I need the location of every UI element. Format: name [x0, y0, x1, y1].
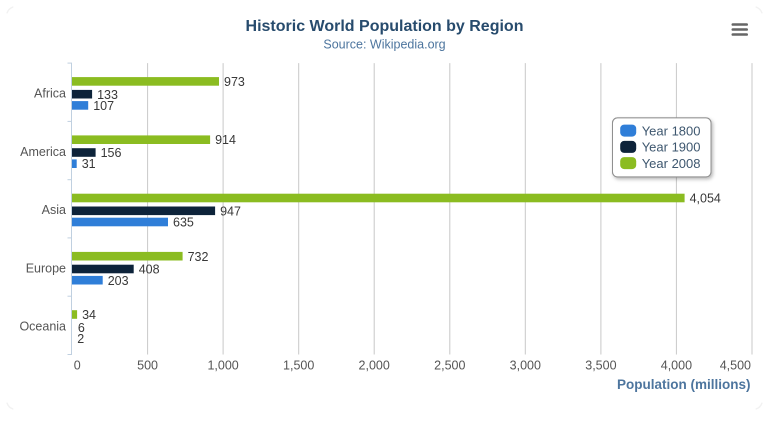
- svg-text:500: 500: [137, 359, 158, 373]
- svg-text:3,000: 3,000: [510, 359, 541, 373]
- svg-text:Europe: Europe: [26, 261, 66, 275]
- svg-text:34: 34: [82, 308, 96, 322]
- svg-text:408: 408: [139, 263, 160, 277]
- svg-text:2,500: 2,500: [434, 359, 465, 373]
- svg-text:6: 6: [78, 321, 85, 335]
- svg-text:2,000: 2,000: [359, 359, 390, 373]
- svg-text:203: 203: [108, 274, 129, 288]
- svg-text:107: 107: [93, 99, 114, 113]
- svg-text:4,500: 4,500: [720, 359, 751, 373]
- svg-text:3,500: 3,500: [585, 359, 616, 373]
- svg-text:Population (millions): Population (millions): [617, 377, 751, 392]
- svg-text:Source: Wikipedia.org: Source: Wikipedia.org: [323, 37, 445, 51]
- svg-text:America: America: [20, 145, 66, 159]
- svg-text:1,000: 1,000: [207, 359, 238, 373]
- svg-text:914: 914: [215, 133, 236, 147]
- svg-text:Africa: Africa: [34, 87, 66, 101]
- svg-text:156: 156: [101, 146, 122, 160]
- svg-text:4,054: 4,054: [690, 192, 721, 206]
- svg-text:Oceania: Oceania: [19, 320, 66, 334]
- svg-text:1,500: 1,500: [283, 359, 314, 373]
- svg-text:4,000: 4,000: [661, 359, 692, 373]
- svg-text:Year 2008: Year 2008: [642, 156, 701, 171]
- svg-text:973: 973: [224, 75, 245, 89]
- svg-text:133: 133: [97, 88, 118, 102]
- svg-text:Historic World Population by R: Historic World Population by Region: [246, 18, 524, 35]
- svg-text:2: 2: [77, 332, 84, 346]
- svg-text:Year 1800: Year 1800: [642, 123, 701, 138]
- svg-text:732: 732: [188, 250, 209, 264]
- svg-text:Year 1900: Year 1900: [642, 140, 701, 155]
- svg-text:Asia: Asia: [42, 203, 66, 217]
- svg-text:635: 635: [173, 216, 194, 230]
- svg-text:947: 947: [220, 204, 241, 218]
- svg-text:0: 0: [74, 359, 81, 373]
- svg-text:31: 31: [82, 157, 96, 171]
